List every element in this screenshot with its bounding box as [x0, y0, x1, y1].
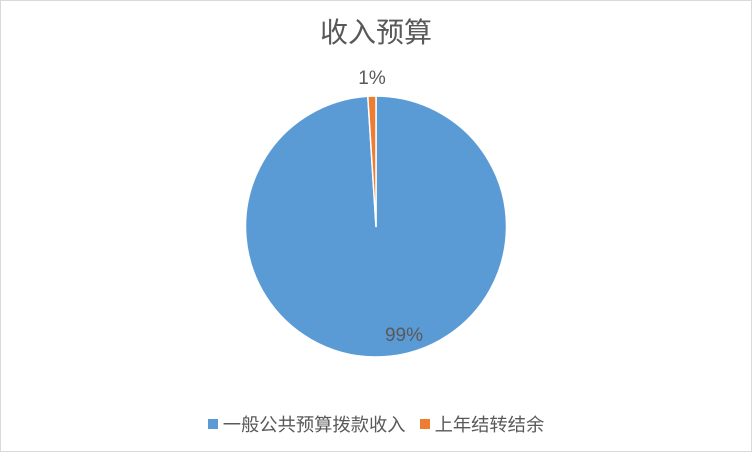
- svg-text:1%: 1%: [358, 68, 386, 89]
- svg-text:99%: 99%: [385, 325, 423, 346]
